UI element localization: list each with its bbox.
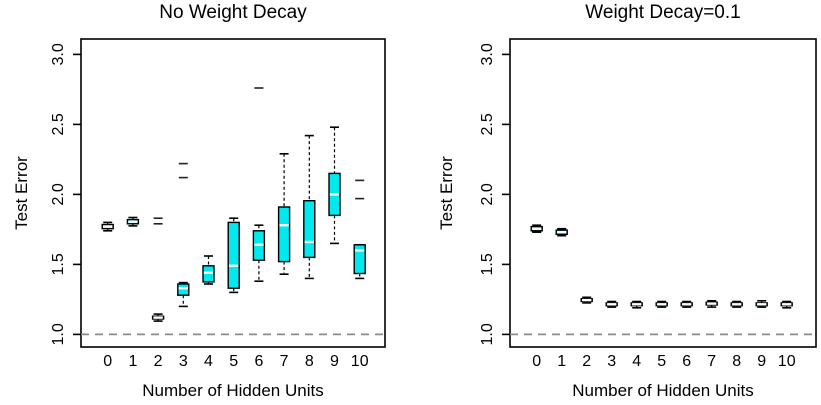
y-tick-label: 2.5 (50, 113, 67, 135)
panel-title: No Weight Decay (159, 2, 307, 23)
y-tick-label: 3.0 (50, 43, 67, 65)
y-tick-label: 2.0 (50, 183, 67, 205)
y-tick-label: 1.5 (50, 253, 67, 275)
boxplot-column-8 (303, 134, 316, 280)
median-line (254, 243, 264, 246)
boxplot-column-7 (705, 299, 718, 308)
x-tick-label: 10 (778, 353, 796, 370)
y-tick-label: 1.0 (50, 323, 67, 345)
y-tick-label: 1.0 (479, 323, 496, 345)
x-tick-label: 0 (532, 353, 541, 370)
x-tick-label: 2 (154, 353, 163, 370)
x-tick-label: 4 (632, 353, 641, 370)
boxplot-column-0 (530, 224, 543, 233)
median-line (757, 303, 767, 306)
x-tick-label: 9 (330, 353, 339, 370)
boxplot-column-3 (177, 162, 190, 308)
median-line (229, 264, 239, 267)
boxplot-column-2 (580, 296, 593, 304)
x-tick-label: 6 (682, 353, 691, 370)
median-line (279, 224, 289, 227)
median-line (304, 240, 314, 244)
x-tick-label: 1 (128, 353, 137, 370)
boxplot-column-5 (655, 300, 668, 308)
median-line (557, 231, 567, 234)
median-line (355, 249, 365, 252)
boxplot-column-0 (101, 221, 114, 232)
x-tick-label: 4 (204, 353, 213, 370)
median-line (707, 302, 717, 305)
boxplot-column-3 (605, 300, 618, 308)
y-tick-label: 1.5 (479, 253, 496, 275)
x-tick-label: 2 (582, 353, 591, 370)
boxplot-chart-no-weight-decay: 1.0 1.5 2.0 2.5 3.0 0 1 2 3 4 5 6 7 8 9 10 (50, 38, 386, 370)
y-tick-label: 2.5 (479, 113, 496, 135)
x-tick-label: 3 (607, 353, 616, 370)
median-line (632, 303, 642, 306)
boxplot-chart-weight-decay-01: 1.0 1.5 2.0 2.5 3.0 0 1 2 3 4 5 6 7 8 9 10 (479, 38, 817, 370)
boxplot-column-8 (730, 300, 743, 308)
boxplot-column-1 (555, 227, 568, 237)
x-tick-label: 5 (657, 353, 666, 370)
boxplot-column-10 (780, 300, 793, 309)
x-tick-label: 5 (229, 353, 238, 370)
x-tick-label: 8 (305, 353, 314, 370)
boxplot-column-7 (277, 153, 291, 276)
iqr-box (353, 244, 366, 275)
median-line (153, 316, 163, 319)
plot-frame (509, 38, 817, 348)
median-line (178, 287, 188, 290)
median-line (782, 303, 792, 306)
median-line (203, 271, 214, 274)
panel-weight-decay-01: Weight Decay=0.1 Test Error 1.0 1.5 2.0 2.5… (410, 0, 821, 405)
x-tick-label: 7 (707, 353, 716, 370)
x-tick-label: 10 (351, 353, 369, 370)
median-line (103, 225, 113, 228)
plot-frame (80, 38, 386, 348)
iqr-box (177, 283, 190, 296)
boxplot-column-5 (227, 217, 240, 294)
boxplot-column-9 (328, 126, 341, 245)
median-line (329, 193, 340, 196)
x-tick-label: 0 (103, 353, 112, 370)
panel-no-weight-decay: No Weight Decay Test Error 1.0 1.5 2.0 2.5 3… (0, 0, 410, 405)
x-tick-label: 7 (280, 353, 289, 370)
panel-title: Weight Decay=0.1 (585, 2, 741, 23)
boxplot-column-1 (126, 216, 140, 227)
y-tick-label: 3.0 (479, 43, 496, 65)
boxplot-column-9 (755, 299, 768, 308)
iqr-box (277, 206, 291, 263)
x-tick-label: 1 (557, 353, 566, 370)
x-tick-label: 8 (732, 353, 741, 370)
median-line (128, 220, 138, 223)
boxplot-column-4 (202, 255, 215, 285)
y-tick-label: 2.0 (479, 183, 496, 205)
iqr-box (303, 199, 316, 259)
iqr-box (227, 221, 240, 289)
boxplot-column-6 (252, 87, 266, 283)
x-axis-label: Number of Hidden Units (572, 381, 754, 400)
median-line (532, 227, 542, 230)
x-tick-label: 3 (179, 353, 188, 370)
median-line (732, 303, 742, 306)
median-line (657, 303, 667, 306)
x-axis-label: Number of Hidden Units (142, 381, 324, 400)
boxplot-column-4 (630, 300, 643, 309)
x-tick-label: 9 (757, 353, 766, 370)
median-line (682, 303, 692, 306)
boxplot-column-2 (151, 217, 165, 322)
x-tick-label: 6 (254, 353, 263, 370)
boxplot-column-10 (353, 179, 366, 280)
median-line (607, 303, 617, 306)
boxplot-column-6 (680, 300, 693, 308)
median-line (582, 298, 592, 302)
